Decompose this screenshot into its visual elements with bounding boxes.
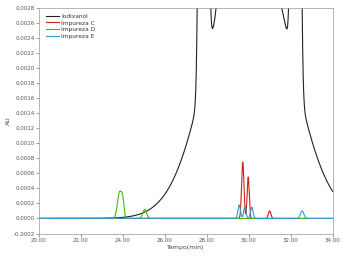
Impureza E: [52, 217, 56, 220]
Impureza D: [270, 217, 274, 220]
Impureza D: [118, 190, 122, 193]
Impureza C: [37, 217, 41, 220]
Impureza E: [37, 217, 41, 220]
Iodixanol: [330, 190, 335, 193]
Impureza D: [330, 217, 335, 220]
Impureza C: [143, 217, 147, 220]
Impureza E: [210, 217, 215, 220]
Impureza E: [143, 217, 147, 220]
Impureza E: [224, 217, 228, 220]
Impureza E: [270, 217, 274, 220]
Impureza D: [37, 217, 41, 220]
Iodixanol: [37, 217, 41, 220]
Impureza D: [211, 217, 215, 220]
Impureza D: [224, 217, 228, 220]
Impureza D: [255, 217, 259, 220]
Line: Impureza C: Impureza C: [39, 162, 333, 218]
Impureza D: [143, 208, 147, 211]
Impureza C: [270, 216, 274, 219]
Impureza C: [210, 217, 215, 220]
Impureza E: [330, 217, 335, 220]
Line: Iodixanol: Iodixanol: [39, 0, 333, 218]
Impureza C: [52, 217, 56, 220]
Iodixanol: [143, 210, 147, 214]
Impureza C: [255, 217, 259, 220]
Impureza E: [237, 203, 241, 206]
X-axis label: Tempo(min): Tempo(min): [167, 246, 204, 250]
Y-axis label: AU: AU: [6, 116, 11, 125]
Line: Impureza D: Impureza D: [39, 191, 333, 218]
Iodixanol: [52, 217, 56, 220]
Iodixanol: [210, 27, 215, 30]
Impureza C: [241, 161, 245, 164]
Impureza E: [255, 217, 259, 220]
Impureza C: [330, 217, 335, 220]
Line: Impureza E: Impureza E: [39, 205, 333, 218]
Impureza C: [224, 217, 228, 220]
Legend: Iodixanol, Impureza C, Impureza D, Impureza E: Iodixanol, Impureza C, Impureza D, Impur…: [45, 13, 96, 40]
Impureza D: [52, 217, 56, 220]
